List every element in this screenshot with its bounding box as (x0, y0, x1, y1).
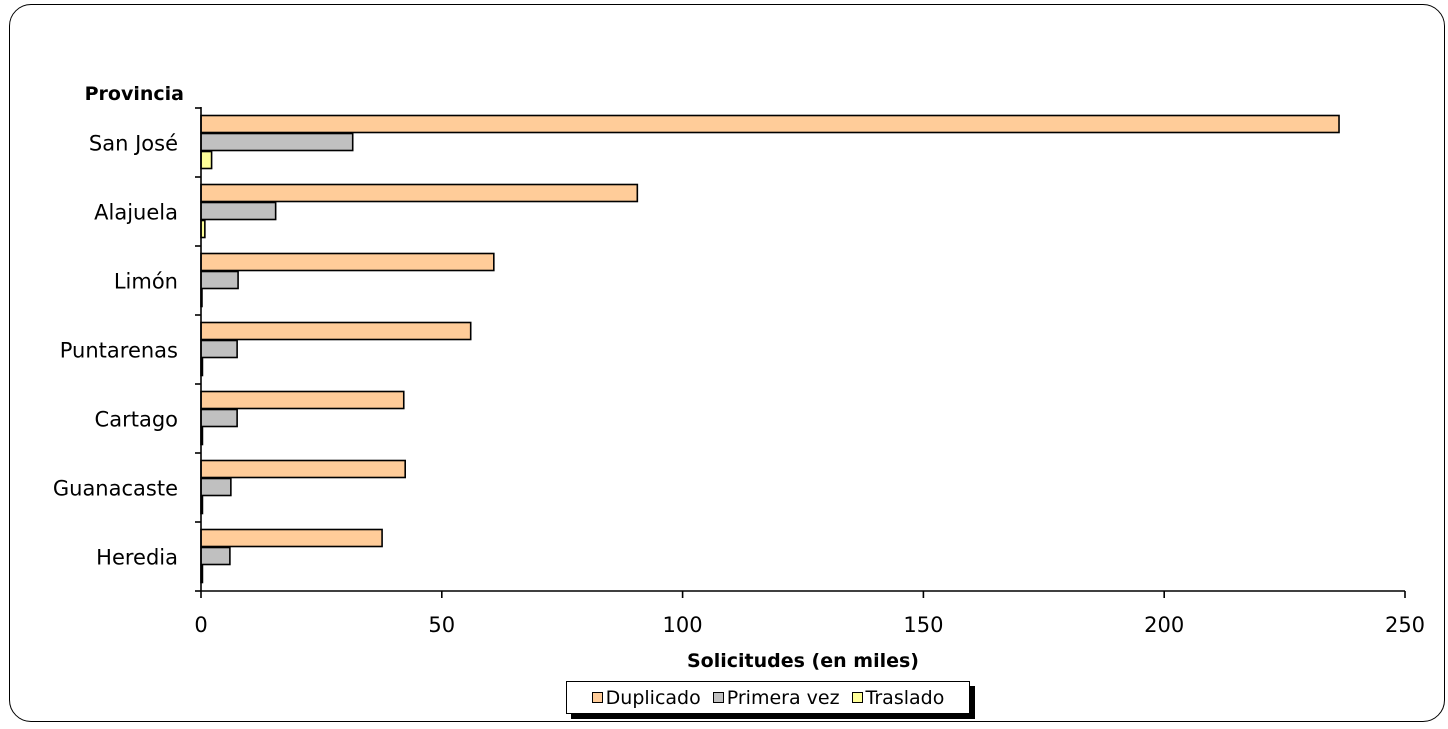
x-tick-label: 150 (903, 613, 943, 637)
y-tick-label: Puntarenas (60, 339, 178, 363)
bar-primera-vez-6 (200, 546, 231, 566)
y-tick-label: Limón (114, 270, 178, 294)
bar-primera-vez-0 (200, 132, 354, 152)
legend: Duplicado Primera vez Traslado (566, 681, 970, 714)
legend-item-duplicado: Duplicado (591, 686, 701, 709)
bar-duplicado-2 (200, 252, 495, 272)
axes-group: San José Alajuela Limón Puntarenas Cartago Gu… (53, 107, 1425, 637)
bar-duplicado-5 (200, 459, 406, 479)
y-tick-label: Cartago (95, 408, 178, 432)
legend-item-traslado: Traslado (851, 686, 945, 709)
bar-duplicado-3 (200, 321, 472, 341)
x-tick-label: 250 (1385, 613, 1425, 637)
y-tick-label: Guanacaste (53, 477, 178, 501)
legend-swatch-primera-vez (712, 692, 724, 703)
bar-traslado-0 (200, 150, 213, 170)
bar-primera-vez-1 (200, 201, 277, 221)
bar-primera-vez-5 (200, 477, 232, 497)
bar-primera-vez-3 (200, 339, 238, 359)
legend-item-primera-vez: Primera vez (712, 686, 840, 709)
y-tick-label: San José (89, 132, 178, 156)
legend-label-traslado: Traslado (865, 686, 945, 709)
x-tick-label: 50 (428, 613, 455, 637)
x-tick-label: 200 (1144, 613, 1184, 637)
y-tick-label: Alajuela (94, 201, 178, 225)
bar-duplicado-0 (200, 114, 1340, 134)
legend-label-duplicado: Duplicado (605, 686, 701, 709)
x-tick-label: 100 (663, 613, 703, 637)
y-tick-label: Heredia (96, 546, 178, 570)
bar-duplicado-4 (200, 390, 405, 410)
bar-duplicado-1 (200, 183, 639, 203)
bars-group (200, 114, 1340, 584)
bar-duplicado-6 (200, 528, 383, 548)
x-axis-title: Solicitudes (en miles) (687, 650, 919, 672)
legend-swatch-duplicado (591, 692, 603, 703)
legend-label-primera-vez: Primera vez (726, 686, 840, 709)
x-tick-label: 0 (194, 613, 207, 637)
bar-primera-vez-2 (200, 270, 239, 290)
bar-primera-vez-4 (200, 408, 238, 428)
y-axis-title: Provincia (85, 83, 184, 105)
legend-swatch-traslado (851, 692, 863, 703)
